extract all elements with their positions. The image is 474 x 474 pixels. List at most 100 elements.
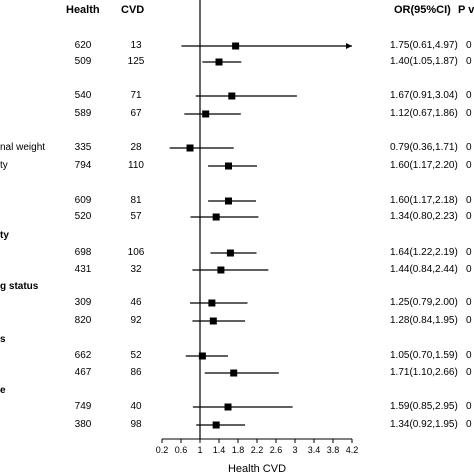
or-point bbox=[224, 403, 232, 411]
or-point bbox=[232, 42, 240, 50]
or-ci-text: 1.71(1.10,2.66) bbox=[390, 367, 458, 378]
p-value-text: 0 bbox=[466, 350, 472, 361]
p-value-column-header: P v bbox=[458, 4, 474, 16]
or-point bbox=[212, 213, 220, 221]
or-ci-text: 1.67(0.91,3.04) bbox=[390, 90, 458, 101]
p-value-text: 0 bbox=[466, 315, 472, 326]
cvd-count: 46 bbox=[130, 297, 142, 308]
or-point bbox=[208, 299, 216, 307]
health-count: 749 bbox=[74, 401, 92, 412]
cvd-count: 110 bbox=[128, 160, 144, 171]
p-value-text: 0 bbox=[466, 401, 472, 412]
cvd-count: 13 bbox=[130, 40, 142, 51]
health-count: 820 bbox=[74, 315, 92, 326]
x-axis-label: Health CVD bbox=[228, 463, 286, 474]
or-ci-text: 1.75(0.61,4.97) bbox=[390, 40, 458, 51]
or-point bbox=[226, 249, 234, 257]
health-count: 431 bbox=[74, 264, 92, 275]
or-point bbox=[212, 421, 220, 429]
or-point bbox=[198, 352, 206, 360]
or-point bbox=[215, 58, 223, 66]
or-point bbox=[186, 144, 194, 152]
group-label: e bbox=[0, 385, 6, 396]
cvd-count: 57 bbox=[130, 211, 142, 222]
health-count: 467 bbox=[74, 367, 92, 378]
health-count: 309 bbox=[74, 297, 92, 308]
cvd-count: 71 bbox=[130, 90, 142, 101]
or-point bbox=[230, 369, 238, 377]
group-label: s bbox=[0, 334, 6, 345]
x-tick-label: 4.2 bbox=[346, 445, 359, 455]
or-ci-text: 1.64(1.22,2.19) bbox=[390, 247, 458, 258]
p-value-text: 0 bbox=[466, 108, 472, 119]
health-column-header: Health bbox=[66, 4, 100, 16]
or-ci-text: 0.79(0.36,1.71) bbox=[390, 142, 458, 153]
health-count: 335 bbox=[74, 142, 92, 153]
or-ci-text: 1.60(1.17,2.20) bbox=[390, 160, 458, 171]
p-value-text: 0 bbox=[466, 419, 472, 430]
or-point bbox=[202, 110, 210, 118]
x-tick-label: 3.8 bbox=[327, 445, 340, 455]
health-count: 662 bbox=[74, 350, 92, 361]
health-count: 698 bbox=[74, 247, 92, 258]
health-count: 520 bbox=[74, 211, 92, 222]
p-value-text: 0 bbox=[466, 211, 472, 222]
or-point bbox=[225, 197, 232, 205]
x-tick-label: 1.8 bbox=[232, 445, 245, 455]
cvd-column-header: CVD bbox=[121, 4, 145, 16]
p-value-text: 0 bbox=[466, 297, 472, 308]
group-label: g status bbox=[0, 281, 39, 292]
cvd-count: 98 bbox=[130, 419, 142, 430]
ci-arrow bbox=[346, 43, 352, 49]
p-value-text: 0 bbox=[466, 160, 472, 171]
x-tick-label: 1 bbox=[197, 445, 202, 455]
cvd-count: 106 bbox=[127, 247, 145, 258]
or-ci-text: 1.34(0.80,2.23) bbox=[390, 211, 458, 222]
p-value-text: 0 bbox=[466, 56, 472, 67]
cvd-count: 40 bbox=[130, 401, 142, 412]
or-ci-text: 1.34(0.92,1.95) bbox=[390, 419, 458, 430]
health-count: 589 bbox=[74, 108, 92, 119]
cvd-count: 32 bbox=[130, 264, 142, 275]
health-count: 609 bbox=[74, 195, 92, 206]
health-count: 620 bbox=[74, 40, 92, 51]
or-point bbox=[217, 266, 225, 274]
group-label: ty bbox=[0, 230, 9, 241]
row-label: ty bbox=[0, 160, 8, 171]
or-ci-text: 1.40(1.05,1.87) bbox=[390, 56, 458, 67]
p-value-text: 0 bbox=[466, 247, 472, 258]
p-value-text: 0 bbox=[466, 195, 472, 206]
or-column-header: OR(95%CI) bbox=[394, 4, 451, 16]
health-count: 509 bbox=[74, 56, 92, 67]
x-tick-label: 2.6 bbox=[270, 445, 283, 455]
x-tick-label: 2.2 bbox=[251, 445, 264, 455]
or-point bbox=[225, 162, 232, 170]
or-ci-text: 1.05(0.70,1.59) bbox=[390, 350, 458, 361]
or-ci-text: 1.44(0.84,2.44) bbox=[390, 264, 458, 275]
p-value-text: 0 bbox=[466, 264, 472, 275]
x-tick-label: 0.2 bbox=[156, 445, 169, 455]
or-ci-text: 1.12(0.67,1.86) bbox=[390, 108, 458, 119]
health-count: 380 bbox=[74, 419, 92, 430]
x-tick-label: 3.4 bbox=[308, 445, 321, 455]
p-value-text: 0 bbox=[466, 367, 472, 378]
or-point bbox=[228, 92, 236, 100]
p-value-text: 0 bbox=[466, 142, 472, 153]
x-tick-label: 1.4 bbox=[213, 445, 226, 455]
cvd-count: 81 bbox=[130, 195, 142, 206]
p-value-text: 0 bbox=[466, 90, 472, 101]
or-ci-text: 1.28(0.84,1.95) bbox=[390, 315, 458, 326]
cvd-count: 86 bbox=[130, 367, 142, 378]
health-count: 540 bbox=[74, 90, 92, 101]
cvd-count: 52 bbox=[130, 350, 142, 361]
or-ci-text: 1.60(1.17,2.18) bbox=[390, 195, 458, 206]
row-label: nal weight bbox=[0, 142, 46, 153]
or-ci-text: 1.25(0.79,2.00) bbox=[390, 297, 458, 308]
cvd-count: 67 bbox=[130, 108, 142, 119]
cvd-count: 28 bbox=[130, 142, 142, 153]
or-point bbox=[209, 317, 217, 325]
x-tick-label: 0.6 bbox=[175, 445, 188, 455]
or-ci-text: 1.59(0.85,2.95) bbox=[390, 401, 458, 412]
cvd-count: 125 bbox=[127, 56, 145, 67]
